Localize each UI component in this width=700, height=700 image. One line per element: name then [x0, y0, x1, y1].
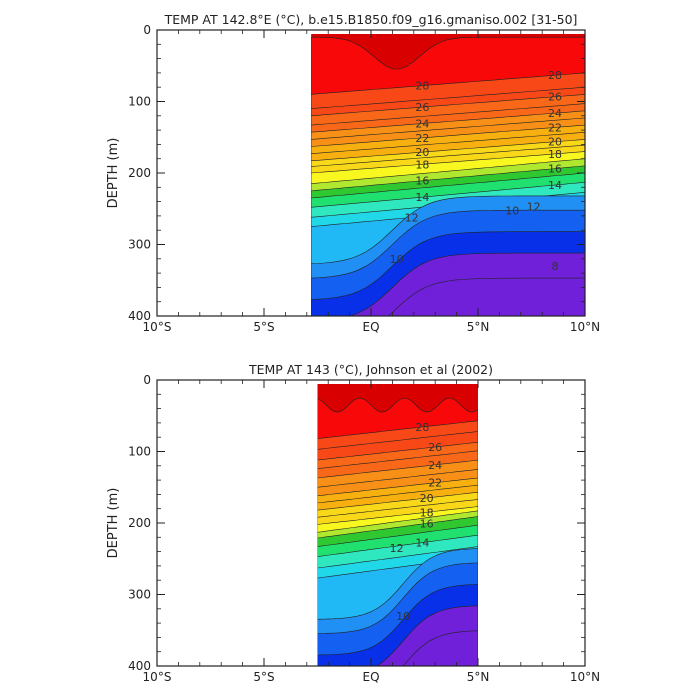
contour-label: 28	[548, 69, 562, 82]
contour-label: 20	[415, 146, 429, 159]
x-tick-label: 10°S	[143, 320, 172, 334]
x-tick-label: EQ	[362, 670, 379, 684]
contour-label: 20	[420, 492, 434, 505]
x-tick-label: 5°N	[467, 320, 490, 334]
chart-title: TEMP AT 142.8°E (°C), b.e15.B1850.f09_g1…	[164, 12, 578, 27]
contour-label: 14	[415, 537, 429, 550]
x-tick-label: 5°S	[253, 670, 274, 684]
contour-fill	[311, 34, 585, 316]
contour-label: 26	[548, 91, 562, 104]
contour-label: 14	[548, 179, 562, 192]
y-axis-label: DEPTH (m)	[106, 138, 121, 209]
x-tick-label: 10°N	[570, 320, 600, 334]
y-tick-label: 400	[128, 659, 151, 673]
contour-label: 24	[415, 118, 429, 131]
contour-label: 16	[415, 175, 429, 188]
y-tick-label: 300	[128, 238, 151, 252]
x-tick-label: 10°N	[570, 670, 600, 684]
y-axis-label: DEPTH (m)	[106, 488, 121, 559]
x-tick-label: EQ	[362, 320, 379, 334]
contour-label: 26	[415, 101, 429, 114]
y-tick-label: 0	[143, 23, 151, 37]
x-tick-label: 10°S	[143, 670, 172, 684]
panel-model: 10°S 5°S EQ 5°N 10°N 0 100 200 300 400 TEMP AT 142…	[106, 12, 600, 334]
x-tick-label: 5°N	[467, 670, 490, 684]
contour-label: 22	[548, 121, 562, 134]
y-tick-label: 200	[128, 166, 151, 180]
contour-label: 18	[415, 158, 429, 171]
contour-label: 24	[428, 459, 442, 472]
contour-label: 24	[548, 107, 562, 120]
y-tick-label: 0	[143, 373, 151, 387]
y-tick-label: 200	[128, 516, 151, 530]
contour-label: 26	[428, 441, 442, 454]
contour-label: 12	[390, 542, 404, 555]
contour-label: 12	[405, 211, 419, 224]
contour-label: 20	[548, 136, 562, 149]
contour-label: 10	[396, 610, 410, 623]
contour-label: 10	[390, 253, 404, 266]
y-tick-label: 300	[128, 588, 151, 602]
contour-label: 28	[415, 421, 429, 434]
x-tick-label: 5°S	[253, 320, 274, 334]
contour-label: 22	[415, 132, 429, 145]
contour-fill	[317, 384, 478, 666]
contour-label: 28	[415, 80, 429, 93]
contour-label: 22	[428, 477, 442, 490]
contour-label: 16	[548, 163, 562, 176]
contour-label: 12	[527, 200, 541, 213]
contour-label: 16	[420, 517, 434, 530]
isotherm-7	[388, 277, 585, 316]
y-tick-label: 100	[128, 445, 151, 459]
contour-label: 8	[552, 260, 559, 273]
contour-label: 18	[548, 148, 562, 161]
y-tick-label: 400	[128, 309, 151, 323]
panel-observed: 10°S 5°S EQ 5°N 10°N 0 100 200 300 400 TEMP AT 143…	[106, 362, 600, 684]
chart-title: TEMP AT 143 (°C), Johnson et al (2002)	[248, 362, 493, 377]
contour-label: 14	[415, 191, 429, 204]
isotherm-7	[402, 630, 478, 666]
contour-label: 18	[420, 506, 434, 519]
y-tick-label: 100	[128, 95, 151, 109]
contour-label: 10	[505, 204, 519, 217]
